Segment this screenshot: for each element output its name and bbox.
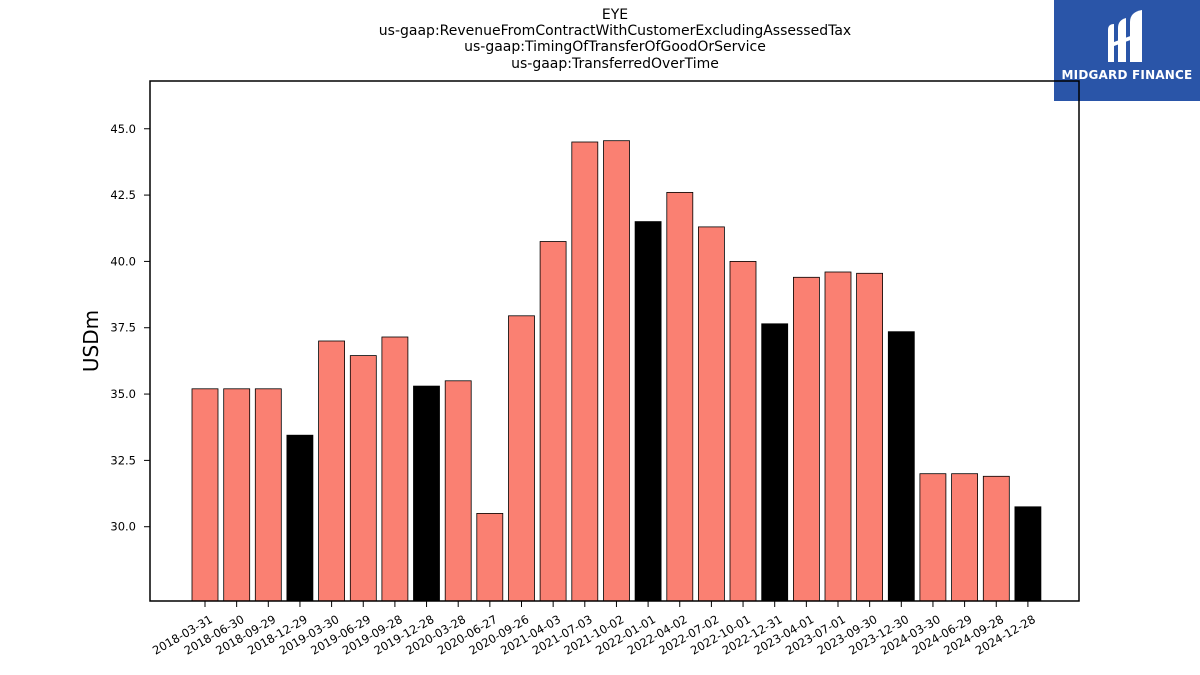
y-axis-label: USDm bbox=[79, 310, 103, 372]
bar-2020-06-27 bbox=[476, 513, 504, 602]
bar-2021-07-03 bbox=[571, 141, 599, 602]
bar-2024-03-30 bbox=[919, 473, 947, 602]
bar-2021-10-02 bbox=[603, 140, 630, 602]
chart-title-line-4: us-gaap:TransferredOverTime bbox=[511, 56, 719, 72]
bar-2019-12-28 bbox=[413, 385, 440, 602]
bar-2018-09-29 bbox=[254, 388, 282, 602]
bar-2024-06-29 bbox=[951, 473, 978, 602]
bar-2022-04-02 bbox=[666, 191, 694, 602]
logo-mark-icon bbox=[1108, 10, 1142, 62]
chart-title-line-2: us-gaap:RevenueFromContractWithCustomerE… bbox=[378, 23, 852, 39]
bar-2019-09-28 bbox=[381, 336, 409, 602]
bar-2022-12-31 bbox=[761, 323, 789, 602]
y-tick-label: 40.0 bbox=[110, 254, 136, 268]
y-tick-label: 42.5 bbox=[110, 188, 136, 202]
bar-2020-03-28 bbox=[444, 380, 472, 602]
bar-2019-06-29 bbox=[349, 355, 377, 602]
logo-text: MIDGARD FINANCE bbox=[1061, 68, 1193, 82]
bar-2024-09-28 bbox=[982, 475, 1010, 602]
bar-2022-01-01 bbox=[634, 221, 662, 602]
chart-title-line-3: us-gaap:TimingOfTransferOfGoodOrService bbox=[464, 39, 766, 55]
bar-2018-03-31 bbox=[191, 388, 219, 602]
chart-title-line-1: EYE bbox=[601, 7, 629, 23]
y-axis: 30.0 32.5 35.0 37.5 40.0 42.5 45.0 bbox=[110, 122, 150, 534]
bar-2022-10-01 bbox=[729, 260, 757, 602]
midgard-finance-logo: MIDGARD FINANCE bbox=[1054, 0, 1200, 101]
bar-2018-06-30 bbox=[223, 388, 251, 602]
bar-2023-09-30 bbox=[856, 272, 883, 602]
y-tick-label: 37.5 bbox=[110, 321, 136, 335]
plot-frame bbox=[149, 80, 1080, 602]
bar-2024-12-28 bbox=[1014, 506, 1042, 602]
bar-2023-07-01 bbox=[824, 271, 852, 602]
bars-group bbox=[191, 140, 1042, 602]
bar-2022-07-02 bbox=[698, 226, 725, 602]
y-tick-label: 45.0 bbox=[110, 122, 136, 136]
bar-2023-04-01 bbox=[793, 276, 820, 602]
bar-2018-12-29 bbox=[286, 434, 314, 602]
y-tick-label: 32.5 bbox=[110, 453, 136, 467]
y-tick-label: 30.0 bbox=[110, 520, 136, 534]
bar-2019-03-30 bbox=[318, 340, 346, 602]
x-axis: 2018-03-312018-06-302018-09-292018-12-29… bbox=[150, 601, 1038, 658]
bar-2023-12-30 bbox=[887, 331, 915, 602]
y-tick-label: 35.0 bbox=[110, 387, 136, 401]
bar-2020-09-26 bbox=[508, 315, 535, 602]
bar-2021-04-03 bbox=[539, 241, 567, 602]
